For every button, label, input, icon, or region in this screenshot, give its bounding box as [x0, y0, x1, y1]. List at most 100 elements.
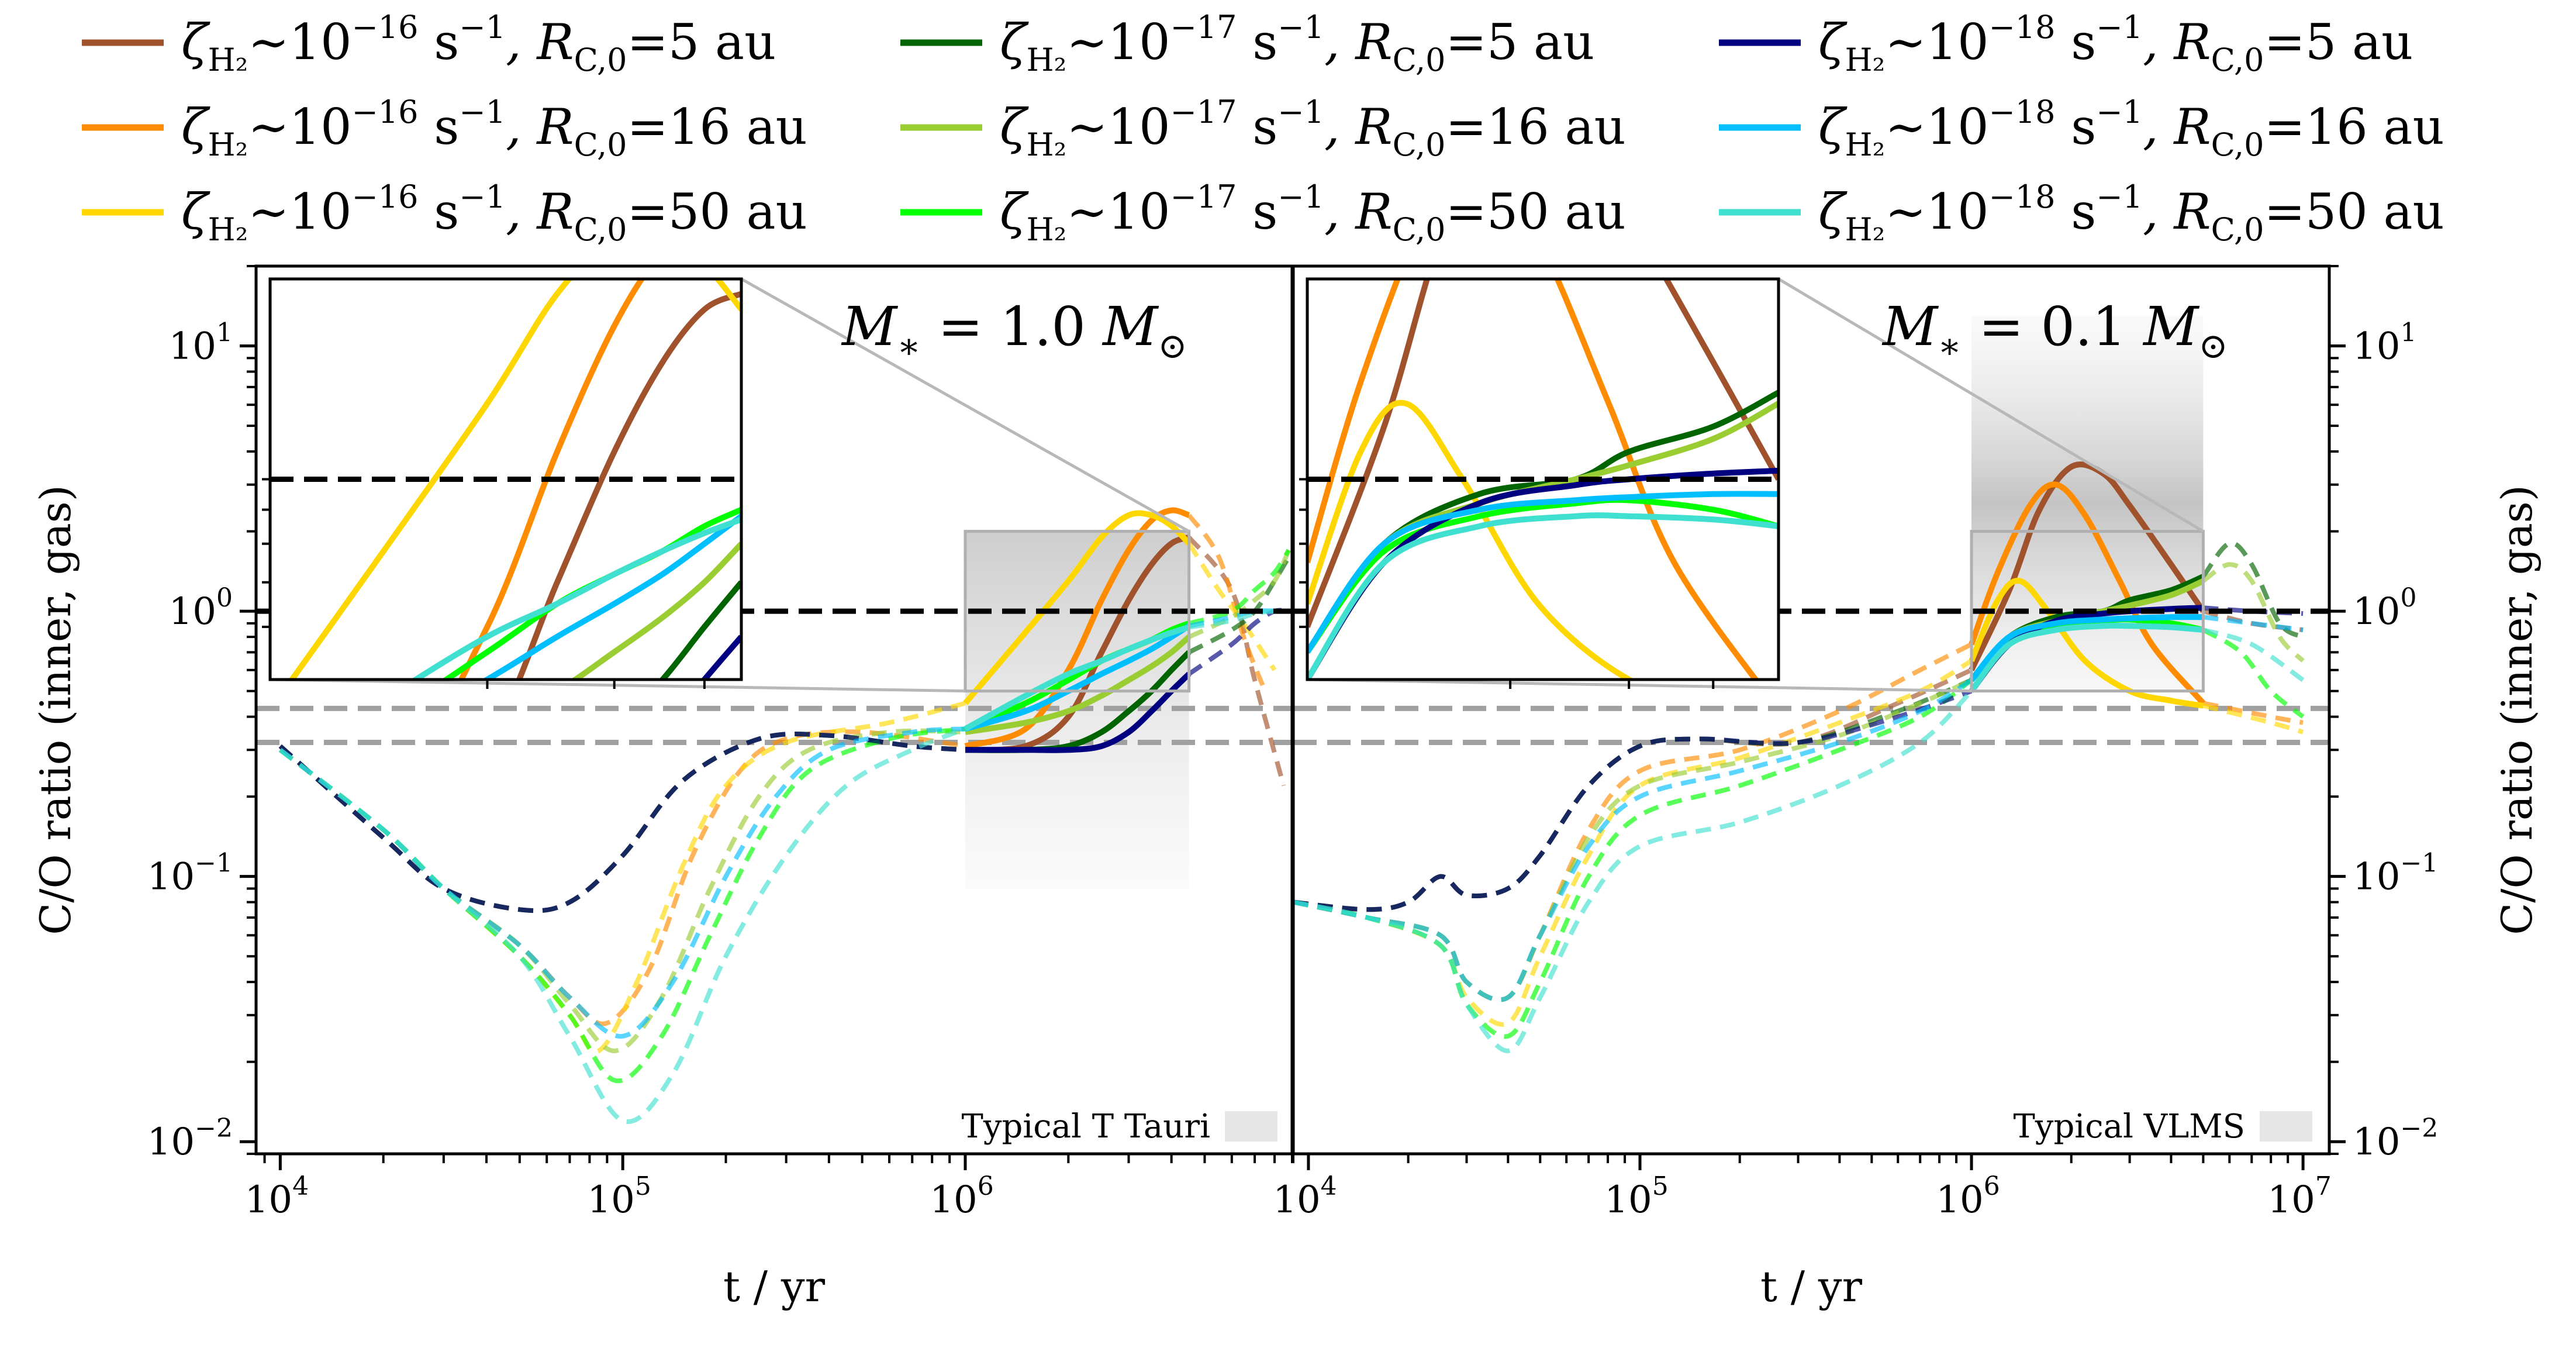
series-tail [1187, 536, 1286, 787]
series-dashed [278, 732, 966, 913]
series-dashed [1293, 678, 1973, 1039]
series-dashed [278, 726, 966, 1084]
series-solid [1969, 461, 2206, 671]
legend-entry: ζH₂∼10−18 s−1, RC,0=50 au [1719, 178, 2444, 248]
inset-right [1299, 277, 1780, 689]
inset-series-solid [1307, 279, 1779, 628]
series-tail [2202, 615, 2304, 633]
inset-series-solid [410, 516, 741, 680]
legend-label: ζH₂∼10−17 s−1, RC,0=16 au [1000, 94, 1626, 163]
x-tick-label: 104 [245, 1171, 309, 1222]
legend-label: ζH₂∼10−17 s−1, RC,0=50 au [1000, 178, 1626, 248]
series-tail [1189, 608, 1289, 630]
inset-left [262, 277, 743, 689]
inset-series-solid [1307, 279, 1760, 680]
inset-series-right [1307, 279, 1779, 680]
series-solid [964, 623, 1191, 732]
panel-title-right: M∗ = 0.1 M⊙ [1881, 295, 2228, 367]
inset-series-solid [288, 279, 741, 680]
legend-label: ζH₂∼10−16 s−1, RC,0=5 au [181, 9, 776, 78]
zoom-box-right [1970, 530, 2205, 693]
series-solid [965, 671, 1192, 753]
inset-series-solid [658, 580, 741, 680]
y-tick-label: 10−2 [147, 1113, 233, 1164]
y-tick-label: 101 [169, 318, 233, 368]
zoom-connector-right-bottom [1307, 678, 1972, 693]
x-tick-label: 106 [1936, 1171, 2000, 1222]
legend-label: ζH₂∼10−18 s−1, RC,0=5 au [1818, 9, 2413, 78]
series-solid [965, 534, 1190, 753]
legend-entry: ζH₂∼10−17 s−1, RC,0=16 au [900, 94, 1626, 163]
series-tail [1187, 542, 1277, 671]
y-axis-label-left: C/O ratio (inner, gas) [31, 485, 80, 935]
series-solid [963, 510, 1192, 705]
y-tick-label: 10−1 [147, 849, 233, 899]
ticks-left: 104 105 106 10−2 10−1 100 101 [147, 265, 1293, 1222]
inset-series-solid [1307, 491, 1779, 654]
legend-label: ζH₂∼10−18 s−1, RC,0=16 au [1818, 94, 2444, 163]
legend-entry: ζH₂∼10−17 s−1, RC,0=5 au [900, 9, 1594, 78]
zoom-connector-left-bottom [270, 678, 966, 693]
zoom-connector-left-top [740, 277, 1190, 533]
legend: ζH₂∼10−16 s−1, RC,0=5 au ζH₂∼10−16 s−1, R… [82, 9, 2444, 248]
series-tail [1188, 549, 1291, 626]
series-dashed [278, 728, 966, 1053]
series-tail [2202, 703, 2304, 735]
x-axis-label-left: t / yr [723, 1262, 826, 1311]
y-tick-label: 10−2 [2353, 1113, 2438, 1164]
legend-label: ζH₂∼10−16 s−1, RC,0=50 au [181, 178, 807, 248]
inset-series-left [288, 279, 741, 680]
series-solid [1969, 614, 2204, 682]
x-tick-label: 105 [587, 1171, 651, 1222]
series-dashed [278, 732, 966, 913]
x-tick-label: 104 [1273, 1171, 1337, 1222]
series-solid [1969, 622, 2204, 693]
series-dashed [1293, 688, 1973, 912]
series-tail [2202, 627, 2305, 682]
series-dashed [1293, 689, 1973, 1053]
panel-title-left: M∗ = 1.0 M⊙ [841, 295, 1187, 367]
y-tick-label: 10−1 [2353, 849, 2438, 899]
inset-series-solid [570, 542, 741, 680]
series-dashed [1293, 678, 1973, 1002]
series-dashed [278, 726, 966, 1124]
series-dashed [1293, 642, 1973, 1002]
plot-frame-right [1292, 264, 2331, 1156]
y-tick-label: 100 [169, 583, 233, 633]
x-tick-label: 105 [1604, 1171, 1668, 1222]
legend-entry: ζH₂∼10−17 s−1, RC,0=50 au [900, 178, 1626, 248]
x-axis-label-right: t / yr [1760, 1262, 1863, 1311]
zoom-box-left [964, 530, 1191, 693]
y-tick-label: 101 [2353, 318, 2416, 368]
shaded-region-vlms [1971, 315, 2204, 691]
inset-series-solid [458, 279, 645, 680]
series-tail [2202, 562, 2305, 663]
inset-ticks-left [262, 478, 706, 689]
shade-legend-label-left: Typical T Tauri [962, 1108, 1211, 1146]
legend-entry: ζH₂∼10−18 s−1, RC,0=16 au [1719, 94, 2444, 163]
ticks-right: 104 105 106 107 10−2 10−1 100 101 [1273, 265, 2438, 1222]
inset-series-solid [516, 291, 741, 680]
series-dashed [278, 726, 966, 1039]
legend-label: ζH₂∼10−16 s−1, RC,0=16 au [181, 94, 807, 163]
series-tail [2202, 701, 2304, 725]
series-solid [964, 507, 1190, 749]
shade-legend-swatch-right [2260, 1111, 2312, 1142]
series-tail [2202, 609, 2304, 633]
shade-legend-swatch-left [1225, 1111, 1277, 1142]
inset-series-solid [1307, 512, 1779, 680]
inset-series-solid [481, 513, 741, 680]
y-axis-label-right: C/O ratio (inner, gas) [2492, 485, 2542, 935]
series-dashed [278, 701, 966, 1054]
inset-ticks-right [1299, 478, 1715, 689]
legend-entry: ζH₂∼10−16 s−1, RC,0=5 au [82, 9, 776, 78]
inset-series-solid [1307, 497, 1779, 654]
zoom-connector-right-top [1777, 277, 2204, 533]
series-dashed [278, 732, 966, 913]
y-tick-label: 100 [2353, 583, 2416, 633]
series-group-right [1293, 461, 2305, 1053]
series-solid [964, 624, 1190, 732]
panel-left: 104 105 106 10−2 10−1 100 101 M∗ = 1.0 M⊙ Typi… [147, 264, 1294, 1222]
legend-label: ζH₂∼10−17 s−1, RC,0=5 au [1000, 9, 1594, 78]
